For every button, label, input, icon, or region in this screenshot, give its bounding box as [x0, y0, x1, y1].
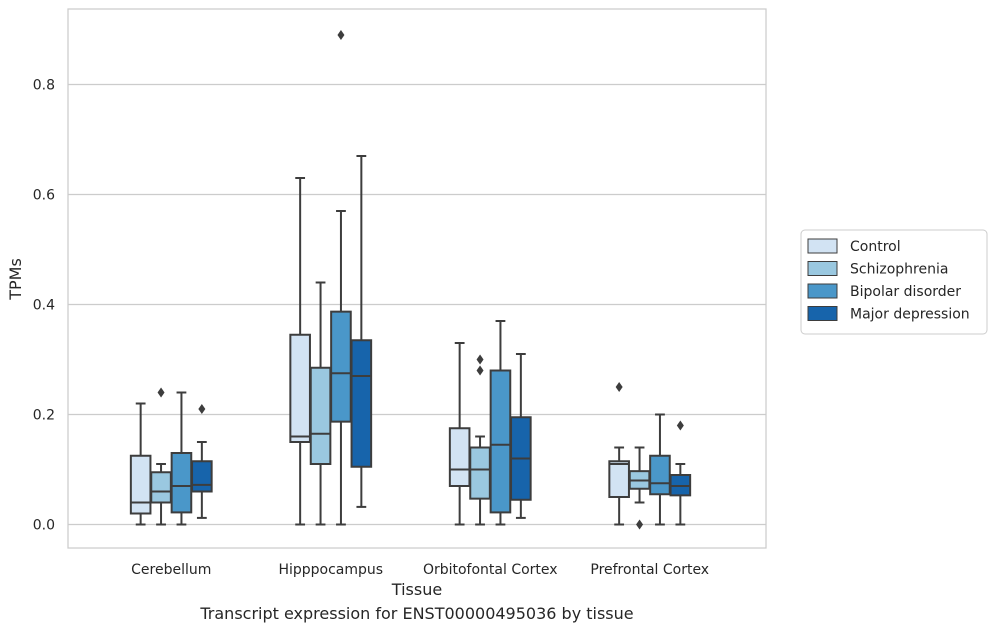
box-hipppocampus-major-depression [350, 155, 373, 508]
legend-swatch [807, 238, 838, 254]
y-tick-label: 0.6 [33, 188, 55, 204]
box-iqr [608, 460, 630, 498]
box-hipppocampus-bipolar-disorder [330, 30, 352, 526]
box-cerebellum-control [129, 402, 152, 526]
y-tick-label: 0.0 [33, 518, 55, 534]
box-orbitofontal-cortex-control [448, 342, 471, 526]
legend-label: Bipolar disorder [850, 284, 961, 300]
y-axis-label: TPMs [6, 258, 25, 301]
legend-swatch [807, 283, 838, 299]
x-tick-label-orbitofontal-cortex: Orbitofontal Cortex [423, 562, 558, 578]
x-tick-label-cerebellum: Cerebellum [131, 562, 211, 578]
box-iqr [129, 454, 152, 515]
y-tick-label: 0.8 [33, 78, 55, 94]
box-prefrontal-cortex-major-depression [669, 420, 692, 526]
legend-label: Major depression [850, 307, 970, 323]
box-cerebellum-major-depression [191, 404, 213, 519]
box-iqr [309, 366, 332, 465]
outlier-point [615, 382, 623, 392]
y-tick-label: 0.4 [33, 298, 55, 314]
legend-label: Schizophrenia [850, 262, 948, 278]
legend-label: Control [850, 239, 901, 255]
box-prefrontal-cortex-schizophrenia [628, 446, 651, 530]
legend-swatch [807, 261, 838, 276]
y-axis-ticks: 0.0 0.2 0.4 0.6 0.8 [33, 78, 55, 534]
x-axis-ticks: Cerebellum Hipppocampus Orbitofontal Corte… [131, 562, 709, 578]
legend-item-control: Control [807, 238, 901, 255]
legend-frame [800, 229, 988, 335]
box-iqr [191, 460, 213, 493]
box-cerebellum-bipolar-disorder [170, 391, 193, 526]
legend-item-major-depression: Major depression [807, 306, 970, 323]
outlier-point [157, 387, 165, 398]
x-tick-label-prefrontal-cortex: Prefrontal Cortex [590, 562, 709, 578]
box-orbitofontal-cortex-schizophrenia [469, 354, 491, 526]
box-iqr [469, 446, 491, 500]
x-axis-label: Tissue [391, 580, 442, 599]
outlier-point [337, 30, 345, 40]
box-cerebellum-schizophrenia [150, 387, 172, 526]
legend-swatch [807, 306, 838, 321]
outlier-point [676, 420, 684, 431]
legend-item-bipolar-disorder: Bipolar disorder [807, 283, 961, 300]
box-iqr [170, 452, 193, 514]
box-iqr [289, 333, 311, 443]
legend-item-schizophrenia: Schizophrenia [807, 261, 948, 278]
box-iqr [448, 427, 471, 487]
box-orbitofontal-cortex-major-depression [510, 353, 532, 519]
x-tick-label-hipppocampus: Hipppocampus [278, 562, 383, 578]
outlier-point [476, 354, 484, 365]
outlier-point [476, 365, 484, 376]
plot-frame [67, 8, 767, 549]
boxes [129, 30, 692, 530]
figure-caption: Transcript expression for ENST0000049503… [200, 604, 634, 623]
box-iqr [350, 339, 373, 468]
outlier-point [636, 519, 644, 530]
box-iqr [150, 471, 172, 504]
outlier-point [198, 404, 206, 414]
legend: Control Schizophrenia Bipolar disorder Majo… [800, 229, 988, 335]
box-iqr [330, 310, 352, 423]
y-tick-label: 0.2 [33, 408, 55, 424]
box-iqr [489, 369, 512, 514]
box-iqr [649, 454, 671, 496]
